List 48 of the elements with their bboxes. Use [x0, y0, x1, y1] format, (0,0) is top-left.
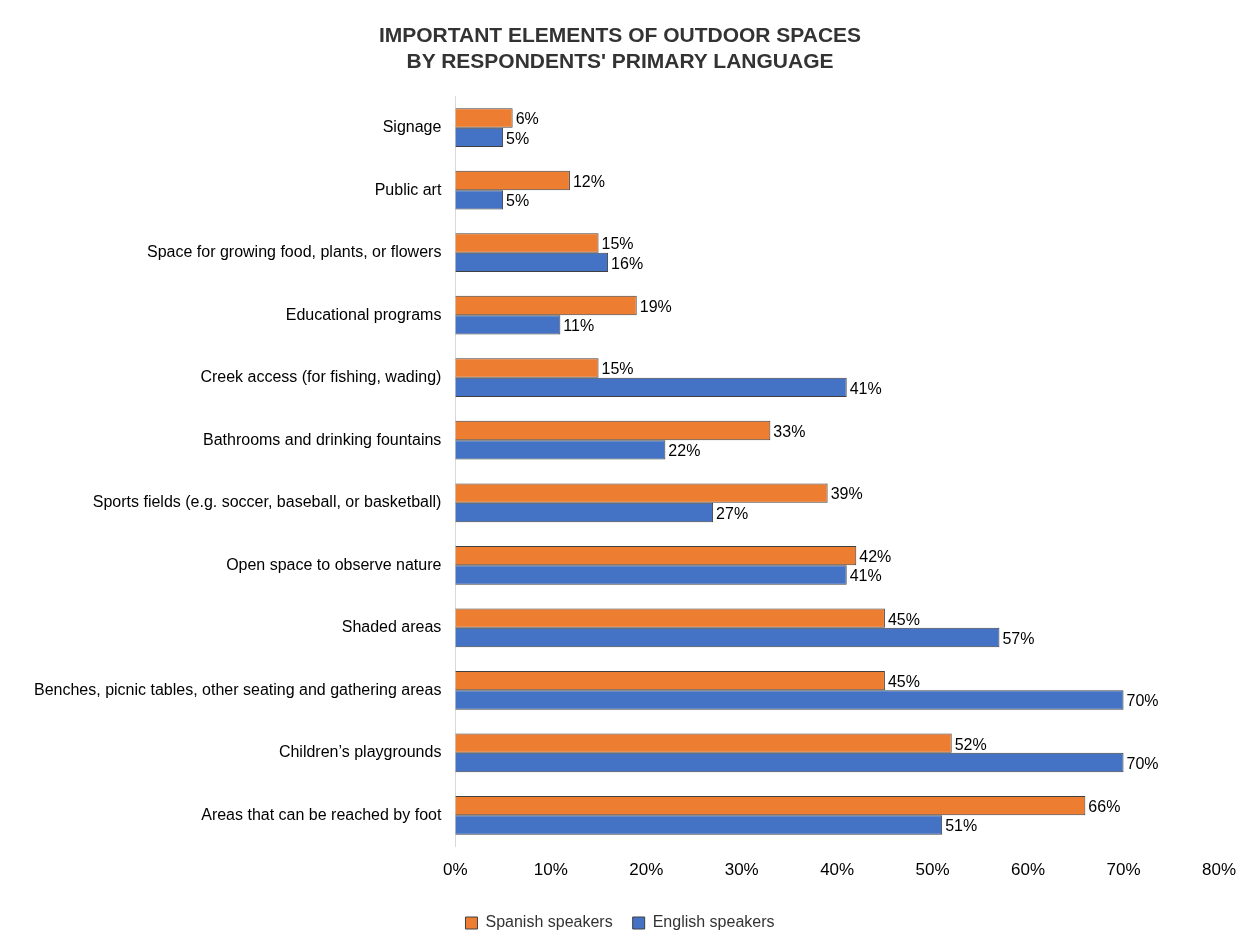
legend-label: Spanish speakers [485, 913, 613, 931]
x-tick-label: 10% [533, 860, 568, 880]
x-tick-label: 60% [1011, 860, 1046, 880]
data-label: 19% [639, 297, 672, 315]
data-label: 6% [515, 110, 539, 128]
data-label: 45% [887, 610, 920, 628]
data-label: 33% [773, 422, 806, 440]
data-label: 45% [887, 673, 920, 691]
data-label: 42% [859, 547, 892, 565]
data-label: 52% [954, 735, 987, 753]
y-tick-label: Space for growing food, plants, or flowers [147, 243, 442, 261]
x-tick-label: 0% [443, 860, 468, 880]
y-tick-label: Shaded areas [341, 618, 442, 636]
y-tick-label: Open space to observe nature [226, 555, 442, 573]
data-label: 27% [716, 504, 749, 522]
data-label: 5% [506, 192, 530, 210]
y-tick-label: Creek access (for fishing, wading) [200, 368, 442, 386]
y-tick-label: Areas that can be reached by foot [201, 805, 442, 823]
y-tick-label: Educational programs [285, 305, 442, 323]
x-tick-label: 50% [915, 860, 950, 880]
data-label: 11% [563, 317, 595, 335]
data-label: 5% [506, 129, 530, 147]
y-tick-label: Benches, picnic tables, other seating and gathering areas [34, 680, 442, 698]
data-label: 70% [1126, 754, 1159, 772]
x-tick-label: 80% [1201, 860, 1236, 880]
legend-label: English speakers [652, 913, 775, 931]
data-label: 57% [1002, 629, 1035, 647]
data-label: 39% [830, 485, 863, 503]
x-tick-label: 70% [1106, 860, 1141, 880]
data-label: 41% [849, 567, 882, 585]
data-label: 22% [668, 442, 701, 460]
data-label: 12% [572, 172, 605, 190]
y-tick-label: Public art [374, 180, 442, 198]
data-label: 41% [849, 379, 882, 397]
data-label: 66% [1088, 798, 1121, 816]
x-tick-label: 40% [820, 860, 855, 880]
data-label: 15% [601, 360, 634, 378]
data-label: 70% [1126, 692, 1159, 710]
y-tick-label: Sports fields (e.g. soccer, baseball, or basketball) [92, 493, 442, 511]
chart-title: IMPORTANT ELEMENTS OF OUTDOOR SPACES BY RESPONDENTS' PRIMARY LANGUAGE [378, 23, 862, 72]
data-label: 15% [601, 235, 634, 253]
y-tick-label: Signage [382, 118, 442, 136]
y-tick-label: Bathrooms and drinking fountains [203, 430, 442, 448]
data-label: 16% [611, 254, 644, 272]
data-label: 51% [945, 817, 978, 835]
y-tick-label: Children’s playgrounds [278, 743, 442, 761]
x-tick-label: 20% [629, 860, 664, 880]
x-tick-label: 30% [724, 860, 759, 880]
